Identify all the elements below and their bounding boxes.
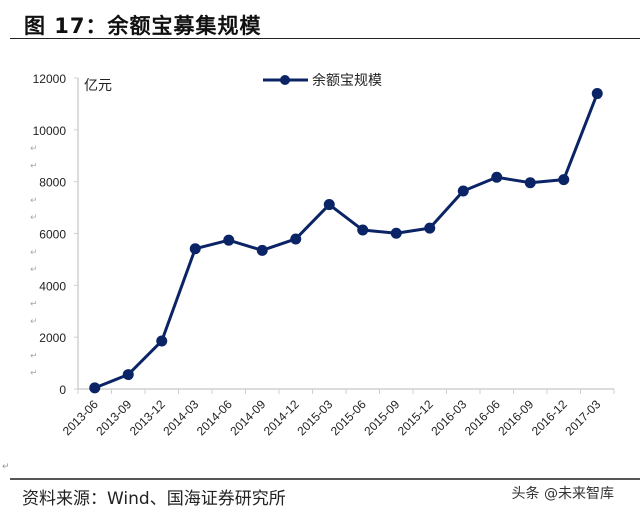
x-tick-label: 2017-03 — [562, 397, 603, 438]
paragraph-mark-icon: ↵ — [30, 161, 38, 171]
x-tick-label: 2013-06 — [60, 397, 101, 438]
data-point — [357, 224, 369, 236]
data-point — [457, 185, 469, 197]
y-tick-label: 6000 — [39, 228, 66, 242]
data-point — [591, 88, 603, 100]
x-tick-label: 2014-03 — [160, 397, 201, 438]
y-unit-label: 亿元 — [84, 78, 112, 94]
x-tick-label: 2016-03 — [428, 397, 469, 438]
x-tick-label: 2013-09 — [93, 397, 134, 438]
y-tick-label: 12000 — [33, 72, 67, 86]
data-point — [323, 199, 335, 211]
y-tick-label: 10000 — [33, 124, 67, 138]
x-tick-label: 2016-06 — [462, 397, 503, 438]
legend-label: 余额宝规模 — [312, 72, 382, 89]
paragraph-mark-icon: ↵ — [30, 248, 38, 258]
paragraph-mark-icon: ↵ — [30, 213, 38, 223]
watermark: 头条 @未来智库 — [511, 486, 614, 502]
y-tick-label: 2000 — [39, 331, 66, 345]
x-tick-label: 2015-03 — [294, 397, 335, 438]
paragraph-mark-icon: ↵ — [30, 196, 38, 206]
paragraph-mark-icon: ↵ — [30, 144, 38, 154]
x-tick-label: 2014-06 — [194, 397, 235, 438]
data-point — [491, 171, 503, 183]
data-point — [122, 369, 134, 381]
data-point — [156, 335, 168, 347]
data-point — [524, 177, 536, 189]
data-point — [424, 222, 436, 234]
y-tick-label: 4000 — [39, 279, 66, 293]
paragraph-mark-icon: ↵ — [30, 265, 38, 275]
x-tick-label: 2013-12 — [127, 397, 168, 438]
legend-marker-icon — [280, 75, 290, 85]
y-tick-label: 8000 — [39, 176, 66, 190]
source-divider — [10, 478, 640, 480]
data-point — [256, 244, 268, 256]
data-point — [223, 234, 235, 246]
data-point — [189, 243, 201, 255]
data-point — [390, 227, 402, 239]
source-note: 资料来源：Wind、国海证券研究所 — [22, 489, 286, 509]
paragraph-mark-icon: ↵ — [30, 369, 38, 379]
x-tick-label: 2015-09 — [361, 397, 402, 438]
x-tick-label: 2014-12 — [261, 397, 302, 438]
series-line — [94, 93, 599, 390]
data-point — [290, 233, 302, 245]
y-tick-label: 0 — [59, 383, 66, 397]
x-tick-label: 2016-12 — [529, 397, 570, 438]
paragraph-mark-icon: ↵ — [30, 300, 38, 310]
figure-title: 图 17：余额宝募集规模 — [24, 14, 262, 38]
x-tick-label: 2015-12 — [395, 397, 436, 438]
paragraph-mark-icon: ↵ — [30, 317, 38, 327]
x-tick-label: 2014-09 — [227, 397, 268, 438]
title-divider — [10, 38, 640, 39]
x-tick-label: 2016-09 — [495, 397, 536, 438]
data-point — [558, 174, 570, 186]
paragraph-mark-icon: ↵ — [30, 351, 38, 361]
line-chart: 0 2000 4000 6000 8000 10000 12000 ↵ ↵ ↵ ↵ ↵ ↵ ↵ ↵ ↵ ↵ 201… — [30, 72, 615, 438]
paragraph-mark-icon: ↵ — [2, 462, 10, 472]
data-point — [89, 382, 101, 394]
x-tick-label: 2015-06 — [328, 397, 369, 438]
